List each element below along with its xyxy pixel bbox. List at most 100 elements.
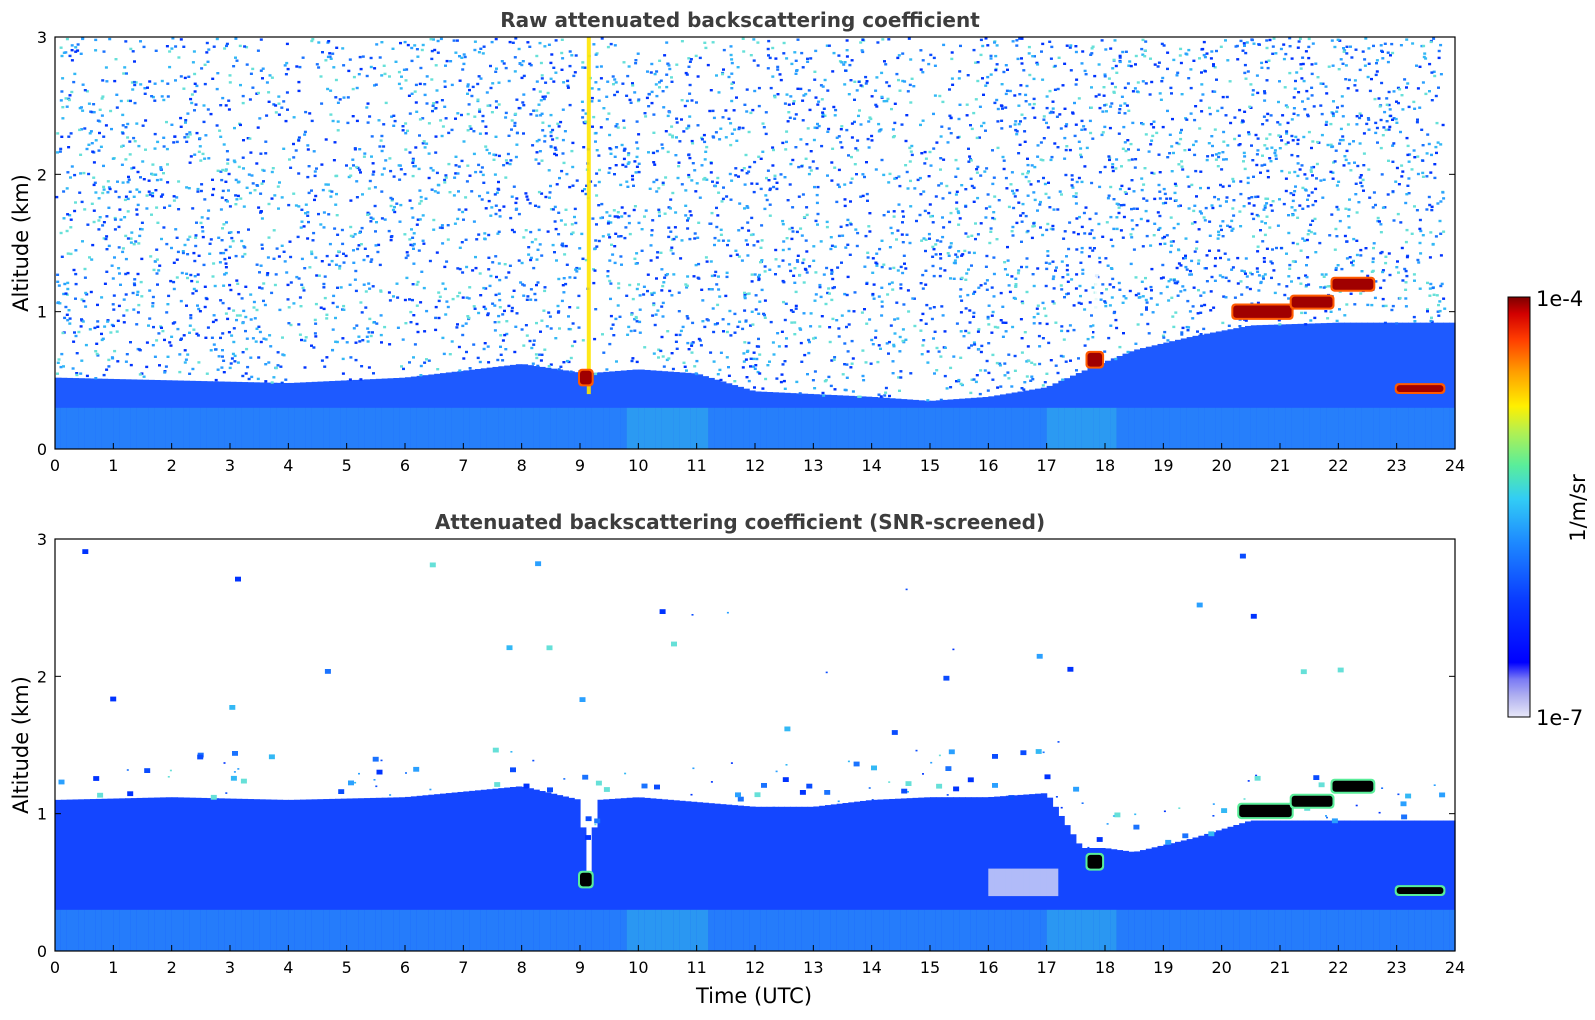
noise-speckle (540, 112, 544, 115)
noise-speckle (920, 239, 924, 242)
noise-speckle (721, 116, 725, 119)
noise-speckle (1037, 334, 1041, 338)
noise-speckle (809, 150, 813, 153)
noise-speckle (1288, 263, 1292, 267)
noise-speckle (953, 259, 957, 262)
noise-speckle (351, 235, 355, 238)
noise-speckle (1299, 63, 1303, 66)
noise-speckle (793, 333, 797, 336)
noise-speckle (802, 216, 806, 219)
noise-speckle (494, 255, 498, 258)
noise-speckle (377, 119, 381, 122)
noise-speckle (1001, 107, 1004, 110)
bl-near-surface (877, 407, 884, 449)
noise-speckle (121, 124, 125, 127)
noise-speckle (1342, 47, 1345, 50)
noise-speckle (1189, 112, 1193, 115)
noise-speckle (1090, 314, 1093, 317)
noise-speckle (139, 227, 142, 231)
noise-speckle (479, 47, 483, 50)
noise-speckle (830, 298, 834, 302)
noise-speckle (1385, 97, 1389, 100)
noise-speckle (1171, 315, 1175, 318)
noise-speckle (192, 251, 196, 255)
noise-speckle (242, 309, 246, 313)
noise-speckle (481, 52, 485, 55)
noise-speckle (388, 299, 392, 302)
noise-speckle (273, 194, 277, 197)
noise-speckle (947, 127, 951, 130)
noise-speckle (1177, 142, 1181, 146)
noise-speckle (1357, 201, 1361, 204)
bl-near-surface (900, 407, 908, 449)
noise-speckle (991, 182, 995, 186)
noise-speckle (1324, 85, 1328, 88)
noise-speckle (543, 140, 547, 143)
noise-speckle (1007, 205, 1011, 209)
noise-speckle (893, 121, 897, 125)
noise-speckle (783, 102, 787, 105)
noise-speckle (288, 158, 291, 161)
noise-speckle (735, 139, 739, 142)
noise-speckle (183, 361, 187, 364)
noise-speckle (1080, 62, 1084, 65)
noise-speckle (135, 208, 139, 211)
noise-speckle (1114, 318, 1118, 322)
noise-speckle (1359, 254, 1363, 257)
noise-speckle (352, 327, 356, 330)
bl-column (1262, 324, 1269, 449)
noise-speckle (849, 181, 853, 184)
noise-speckle (360, 226, 364, 230)
noise-speckle (743, 103, 747, 106)
noise-speckle (667, 235, 671, 239)
noise-speckle (892, 343, 896, 347)
bl-near-surface (1233, 407, 1240, 449)
noise-speckle (166, 82, 170, 85)
noise-speckle (575, 270, 579, 273)
noise-speckle (283, 260, 287, 263)
noise-speckle (904, 267, 908, 270)
noise-speckle (1068, 324, 1072, 327)
noise-speckle (814, 49, 818, 53)
noise-speckle (1286, 105, 1289, 109)
noise-speckle (877, 122, 881, 126)
noise-speckle (874, 168, 878, 171)
noise-speckle (153, 132, 157, 136)
noise-speckle (117, 304, 121, 308)
noise-speckle (168, 50, 172, 53)
noise-speckle (939, 168, 942, 171)
noise-speckle (747, 229, 751, 232)
noise-speckle (1020, 300, 1024, 303)
noise-speckle (688, 60, 692, 63)
noise-speckle (749, 357, 753, 360)
noise-speckle (143, 87, 147, 90)
noise-speckle (549, 363, 553, 366)
noise-speckle (742, 360, 746, 363)
noise-speckle (844, 69, 847, 72)
noise-speckle (507, 79, 511, 83)
noise-speckle (922, 339, 926, 342)
noise-speckle (693, 365, 697, 368)
noise-speckle (651, 314, 655, 317)
bl-near-surface (650, 407, 657, 449)
noise-speckle (122, 321, 126, 324)
noise-speckle (964, 205, 968, 208)
noise-speckle (754, 294, 758, 297)
noise-speckle (1276, 121, 1280, 124)
noise-speckle (816, 103, 820, 106)
noise-speckle (1257, 274, 1261, 277)
noise-speckle (390, 199, 394, 202)
noise-speckle (498, 278, 502, 282)
noise-speckle (1064, 148, 1068, 152)
noise-speckle (1273, 291, 1277, 295)
noise-speckle (1285, 130, 1289, 133)
noise-speckle (880, 71, 884, 75)
noise-speckle (140, 372, 144, 375)
noise-speckle (985, 167, 989, 170)
noise-speckle (201, 230, 205, 233)
noise-speckle (1391, 304, 1395, 308)
noise-speckle (620, 143, 624, 147)
noise-speckle (794, 113, 798, 116)
noise-speckle (845, 49, 849, 52)
noise-speckle (1063, 136, 1067, 140)
